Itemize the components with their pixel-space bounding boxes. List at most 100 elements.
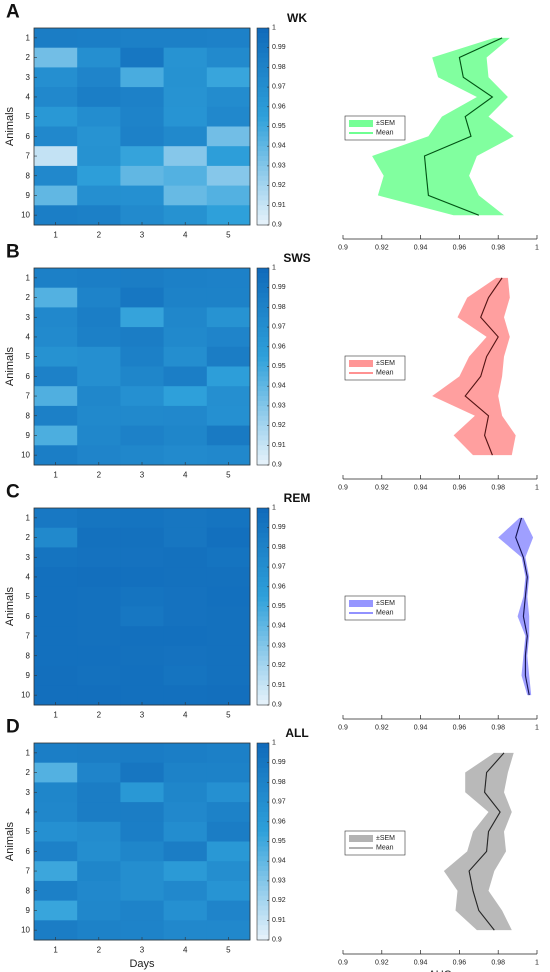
colorbar-step xyxy=(257,552,269,558)
legend-box xyxy=(344,830,406,856)
sem-band xyxy=(432,277,516,456)
colorbar-step xyxy=(257,332,269,338)
colorbar-tick-label: 0.9 xyxy=(272,702,282,709)
colorbar-step xyxy=(257,185,269,192)
heatmap-cell xyxy=(77,28,121,49)
colorbar-step xyxy=(257,636,269,642)
heatmap-cell xyxy=(120,28,164,49)
colorbar-step xyxy=(257,268,269,274)
colorbar-step xyxy=(257,366,269,372)
y-axis-label: Animals xyxy=(4,346,16,386)
heatmap-cell xyxy=(163,508,208,529)
heatmap-cell xyxy=(34,685,78,706)
legend-label-sem: ±SEM xyxy=(376,360,395,367)
x-tick-label: 4 xyxy=(183,711,188,720)
colorbar-tick-label: 0.91 xyxy=(272,682,286,689)
legend-label-mean: Mean xyxy=(376,130,394,137)
heatmap-cell xyxy=(206,307,251,328)
heatmap-cell xyxy=(120,567,164,588)
x-tick-label: 3 xyxy=(140,711,145,720)
colorbar-step xyxy=(257,640,269,647)
heatmap-cell xyxy=(163,386,208,407)
colorbar-step xyxy=(257,62,269,68)
heatmap-cell xyxy=(77,67,121,88)
y-tick-label: 7 xyxy=(26,867,31,876)
heatmap-cell xyxy=(120,47,164,68)
heatmap-cell xyxy=(77,861,121,882)
heatmap-cell xyxy=(34,425,78,446)
heatmap-cell xyxy=(120,405,164,426)
heatmap-cell xyxy=(120,665,164,686)
auc-x-tick-label: 0.96 xyxy=(453,485,467,492)
colorbar-step xyxy=(257,680,269,686)
auc-x-tick-label: 0.92 xyxy=(375,245,389,252)
heatmap-cell xyxy=(34,547,78,568)
heatmap-cell xyxy=(206,405,251,426)
y-tick-label: 4 xyxy=(26,332,31,341)
heatmap-cell xyxy=(120,425,164,446)
heatmap-cell xyxy=(34,307,78,328)
state-label: WK xyxy=(287,11,307,25)
colorbar-step xyxy=(257,856,269,862)
heatmap-cell xyxy=(77,165,121,186)
colorbar-step xyxy=(257,111,269,118)
x-tick-label: 2 xyxy=(97,471,102,480)
heatmap-cell xyxy=(77,567,121,588)
heatmap-cell xyxy=(120,67,164,88)
colorbar-step xyxy=(257,165,269,172)
heatmap-cell xyxy=(206,205,251,226)
colorbar-step xyxy=(257,777,269,783)
colorbar-step xyxy=(257,787,269,793)
colorbar-tick-label: 0.92 xyxy=(272,897,286,904)
heatmap-cell xyxy=(77,445,121,466)
heatmap-cell xyxy=(77,425,121,446)
colorbar-step xyxy=(257,757,269,764)
heatmap-cell xyxy=(163,165,208,186)
colorbar-step xyxy=(257,925,269,931)
colorbar-step xyxy=(257,381,269,387)
colorbar-step xyxy=(257,121,269,127)
heatmap-cell xyxy=(34,743,78,764)
colorbar-step xyxy=(257,752,269,759)
colorbar-step xyxy=(257,425,269,432)
heatmap-cell xyxy=(77,386,121,407)
colorbar-step xyxy=(257,836,269,842)
heatmap-cell xyxy=(77,685,121,706)
heatmap-cell xyxy=(120,802,164,823)
heatmap-cell xyxy=(34,841,78,862)
y-tick-label: 10 xyxy=(21,691,30,700)
y-tick-label: 1 xyxy=(26,513,31,522)
auc-x-tick-label: 1 xyxy=(535,245,539,252)
auc-x-tick-label: 0.92 xyxy=(375,960,389,967)
colorbar-step xyxy=(257,517,269,524)
colorbar-step xyxy=(257,920,269,926)
auc-x-tick-label: 0.94 xyxy=(414,245,428,252)
colorbar-step xyxy=(257,905,269,911)
colorbar-step xyxy=(257,376,269,382)
heatmap-cell xyxy=(120,626,164,647)
heatmap-cell xyxy=(77,508,121,529)
heatmap-cell xyxy=(206,126,251,147)
state-label: REM xyxy=(284,491,311,505)
colorbar-step xyxy=(257,37,269,44)
heatmap-cell xyxy=(206,445,251,466)
colorbar-step xyxy=(257,606,269,612)
colorbar-step xyxy=(257,435,269,441)
y-tick-label: 8 xyxy=(26,651,31,660)
colorbar-step xyxy=(257,811,269,818)
colorbar-step xyxy=(257,557,269,563)
colorbar-step xyxy=(257,675,269,681)
auc-x-axis-label: AUC xyxy=(428,969,451,972)
legend-label-sem: ±SEM xyxy=(376,835,395,842)
heatmap-cell xyxy=(77,762,121,783)
heatmap-cell xyxy=(206,762,251,783)
colorbar-step xyxy=(257,567,269,573)
colorbar-step xyxy=(257,410,269,417)
heatmap-cell xyxy=(206,567,251,588)
colorbar-step xyxy=(257,782,269,788)
colorbar-step xyxy=(257,695,269,701)
colorbar-step xyxy=(257,312,269,318)
heatmap-cell xyxy=(163,106,208,127)
heatmap-cell xyxy=(163,821,208,842)
x-tick-label: 5 xyxy=(226,471,231,480)
